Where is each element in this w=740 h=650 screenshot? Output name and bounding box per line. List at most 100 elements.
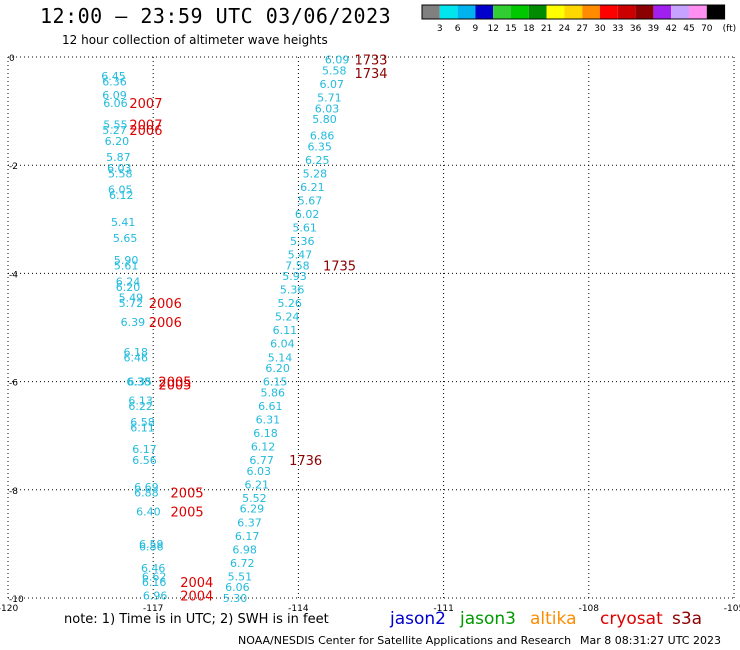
- wave-height-label: 6.46: [124, 351, 149, 364]
- pass-time-label: 2005: [171, 505, 204, 520]
- colorbar-swatch: [689, 5, 707, 19]
- colorbar-swatch: [439, 5, 458, 19]
- pass-time-label: 2005: [158, 376, 191, 391]
- colorbar-swatch: [600, 5, 618, 19]
- wave-height-label: 6.31: [256, 413, 281, 426]
- wave-height-label: 5.27: [102, 124, 127, 137]
- colorbar-tick-label: 9: [473, 24, 479, 34]
- y-tick-label: -6: [9, 379, 18, 389]
- wave-height-label: 5.80: [312, 113, 337, 126]
- pass-time-label: 1734: [354, 67, 387, 82]
- wave-height-label: 5.47: [288, 248, 313, 261]
- colorbar-swatch: [635, 5, 654, 19]
- pass-time-label: 2005: [158, 378, 191, 393]
- wave-height-label: 5.28: [303, 167, 328, 180]
- y-tick-label: -4: [9, 270, 18, 280]
- colorbar-tick-label: 18: [523, 24, 535, 34]
- wave-height-label: 6.18: [253, 427, 278, 440]
- chart-title: 12:00 — 23:59 UTC 03/06/2023: [40, 4, 392, 28]
- wave-height-label: 5.14: [268, 351, 293, 364]
- x-tick-label: -111: [433, 604, 453, 614]
- wave-height-label: 5.55: [103, 119, 128, 132]
- wave-height-label: 6.61: [258, 400, 283, 413]
- wave-height-label: 5.51: [228, 570, 253, 583]
- wave-height-label: 6.38: [126, 376, 151, 389]
- colorbar-swatch: [493, 5, 511, 19]
- colorbar-swatch: [653, 5, 672, 19]
- colorbar-swatch: [706, 5, 725, 19]
- colorbar-tick-label: 36: [630, 24, 642, 34]
- pass-time-label: 2006: [149, 297, 182, 312]
- legend-jason2: jason2: [390, 609, 446, 629]
- wave-height-label: 5.36: [280, 284, 305, 297]
- wave-height-label: 6.13: [128, 395, 153, 408]
- wave-height-label: 6.12: [109, 189, 134, 202]
- wave-height-label: 6.03: [107, 162, 132, 175]
- pass-time-label: 2007: [129, 119, 162, 134]
- wave-height-label: 6.36: [102, 75, 127, 88]
- wave-height-label: 6.39: [121, 316, 146, 329]
- wave-height-label: 6.86: [310, 129, 335, 142]
- wave-height-label: 5.72: [119, 297, 144, 310]
- wave-height-label: 5.93: [282, 270, 307, 283]
- colorbar-border: [421, 4, 726, 20]
- wave-height-label: 6.35: [127, 376, 152, 389]
- wave-height-label: 5.71: [317, 92, 342, 105]
- wave-height-label: 6.24: [116, 276, 141, 289]
- colorbar-swatch: [617, 5, 636, 19]
- wave-height-label: 6.69: [134, 481, 159, 494]
- legend-jason3: jason3: [460, 609, 516, 629]
- colorbar-swatch: [457, 5, 476, 19]
- wave-height-label: 6.20: [105, 135, 130, 148]
- colorbar-tick-label: 12: [487, 24, 498, 34]
- colorbar-swatch: [528, 5, 547, 19]
- pass-time-label: 1733: [354, 54, 387, 69]
- wave-height-label: 6.58: [130, 416, 155, 429]
- wave-height-label: 5.26: [277, 297, 302, 310]
- wave-height-label: 6.77: [249, 454, 274, 467]
- wave-height-label: 5.30: [223, 592, 248, 605]
- wave-height-label: 6.06: [103, 97, 128, 110]
- y-tick-label: 0: [9, 54, 15, 64]
- legend-cryosat: cryosat: [600, 609, 663, 629]
- colorbar-tick-label: 15: [505, 24, 516, 34]
- pass-time-label: 2005: [171, 487, 204, 502]
- wave-height-label: 6.12: [251, 441, 276, 454]
- wave-height-label: 6.56: [132, 454, 157, 467]
- y-tick-label: -2: [9, 162, 18, 172]
- colorbar-legend: 3 6 9 12 15 18 21 24 27 30 33 36 39 42 45 70 (ft): [421, 4, 737, 34]
- colorbar-swatch: [475, 5, 494, 19]
- chart-subtitle: 12 hour collection of altimeter wave hei…: [62, 33, 328, 47]
- wave-height-label: 6.06: [225, 581, 250, 594]
- pass-time-label: 2006: [129, 124, 162, 139]
- colorbar-tick-label: 33: [612, 24, 623, 34]
- wave-height-label: 6.16: [142, 576, 167, 589]
- legend-altika: altika: [530, 609, 577, 629]
- colorbar-unit: (ft): [723, 24, 737, 34]
- x-tick-label: -108: [579, 604, 600, 614]
- colorbar-tick-label: 27: [576, 24, 587, 34]
- pass-time-label: 2004: [180, 576, 213, 591]
- colorbar-tick-label: 45: [683, 24, 694, 34]
- wave-height-label: 5.36: [290, 235, 315, 248]
- wave-height-label: 5.67: [298, 194, 323, 207]
- wave-height-label: 6.21: [300, 181, 325, 194]
- wave-height-label: 6.86: [139, 541, 164, 554]
- colorbar-tick-label: 70: [701, 24, 713, 34]
- colorbar-tick-label: 39: [648, 24, 660, 34]
- pass-time-label: 2006: [149, 316, 182, 331]
- wave-height-label: 5.58: [108, 167, 133, 180]
- pass-time-label: 2007: [129, 97, 162, 112]
- wave-height-label: 6.02: [295, 208, 320, 221]
- wave-height-label: 6.20: [265, 362, 290, 375]
- colorbar-swatch: [582, 5, 600, 19]
- wave-height-label: 6.46: [141, 562, 166, 575]
- x-tick-label: -120: [0, 604, 18, 614]
- wave-height-label: 6.62: [142, 570, 167, 583]
- wave-height-label: 5.90: [114, 254, 139, 267]
- wave-height-label: 6.17: [132, 443, 157, 456]
- wave-height-label: 5.24: [275, 311, 300, 324]
- wave-height-label: 6.37: [237, 516, 262, 529]
- wave-height-label: 6.11: [273, 324, 298, 337]
